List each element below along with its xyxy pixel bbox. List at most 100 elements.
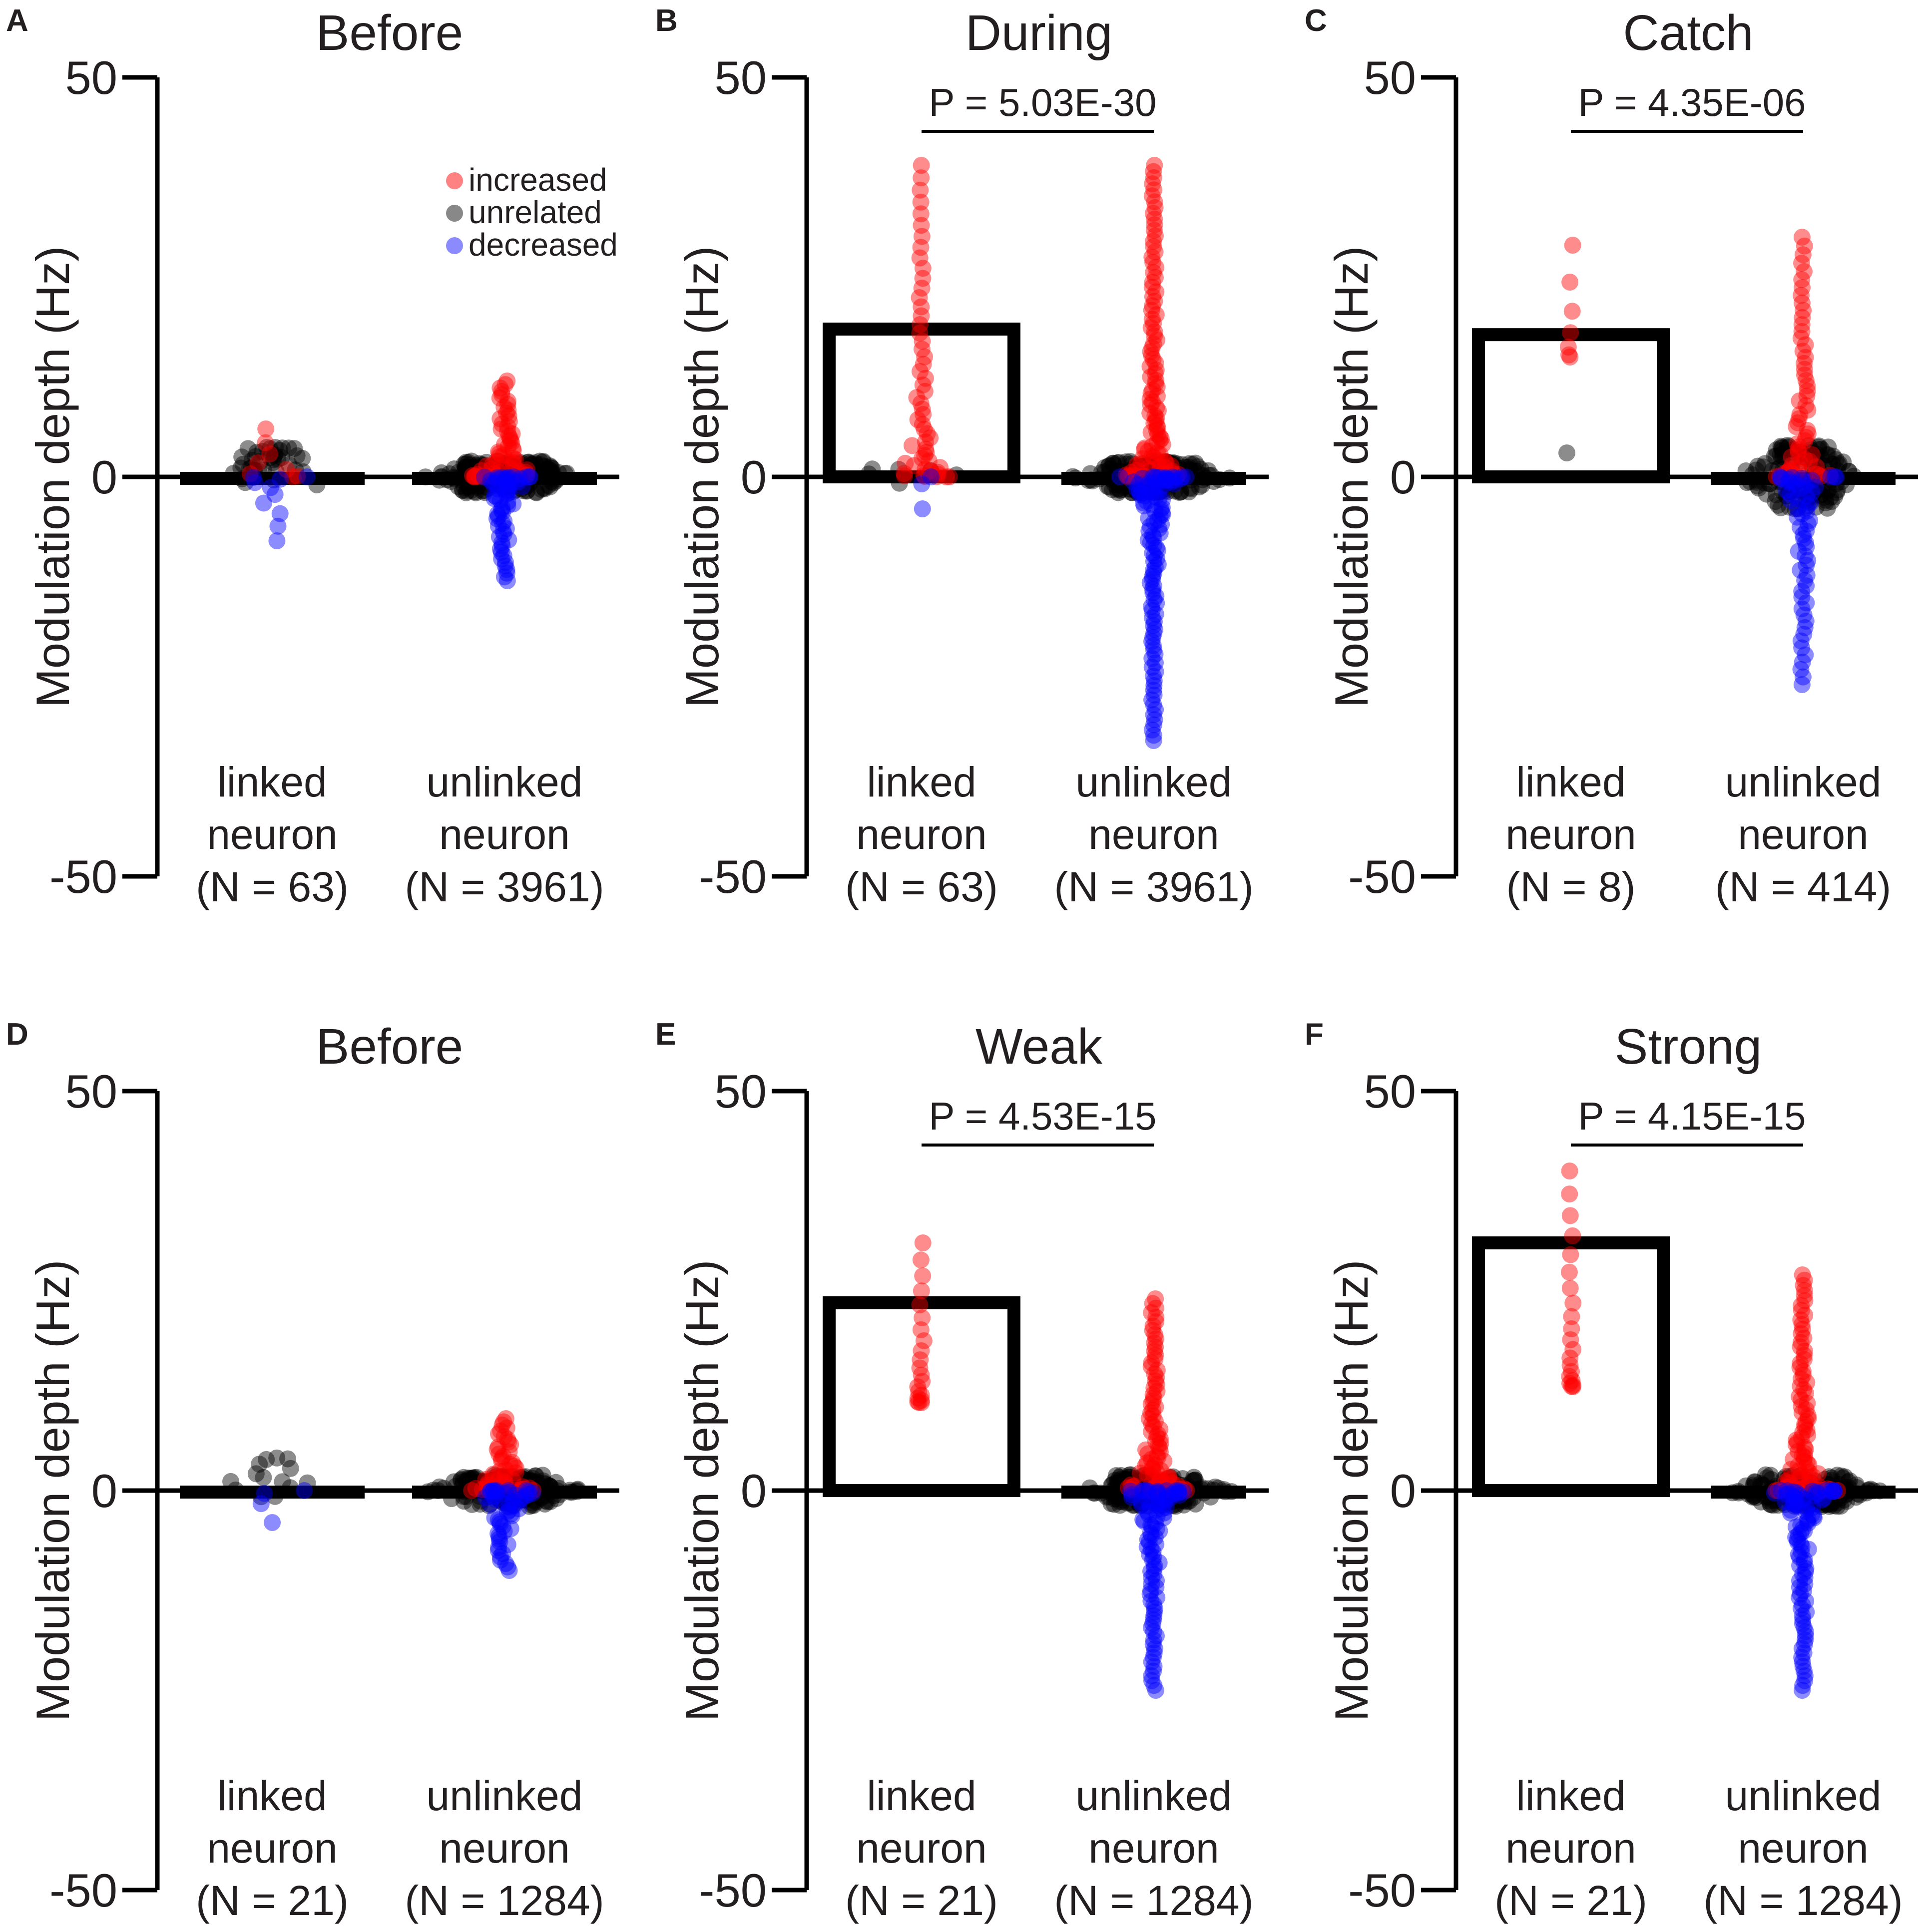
- data-point-unrelated: [1822, 1496, 1839, 1513]
- data-point-decreased: [1145, 536, 1163, 554]
- data-point-unrelated: [948, 466, 965, 484]
- data-point-decreased: [1790, 543, 1807, 560]
- data-point-unrelated: [1111, 481, 1129, 499]
- category-label: neuron: [207, 1825, 338, 1872]
- data-point-increased: [1797, 372, 1815, 389]
- data-point-increased: [1803, 446, 1821, 463]
- data-point-decreased: [1144, 1551, 1161, 1568]
- p-value: P = 5.03E-30: [929, 80, 1156, 124]
- data-point-unrelated: [1787, 500, 1804, 517]
- data-point-decreased: [1799, 552, 1817, 569]
- data-point-unrelated: [1783, 1487, 1801, 1505]
- data-point-decreased: [1139, 1503, 1156, 1521]
- data-point-unrelated: [1758, 1469, 1776, 1487]
- data-point-decreased: [1161, 1489, 1179, 1507]
- y-axis-label: Modulation depth (Hz): [676, 1260, 728, 1722]
- data-point-decreased: [1793, 588, 1811, 606]
- data-point-unrelated: [443, 1490, 461, 1508]
- data-point-decreased: [1799, 515, 1817, 532]
- data-point-unrelated: [425, 1482, 442, 1499]
- data-point-unrelated: [1153, 1481, 1170, 1499]
- data-point-unrelated: [505, 1496, 522, 1513]
- data-point-decreased: [1145, 696, 1162, 714]
- data-point-unrelated: [1837, 1479, 1855, 1496]
- data-point-unrelated: [1150, 484, 1167, 501]
- data-point-decreased: [252, 1495, 270, 1513]
- data-point-unrelated: [523, 464, 540, 481]
- data-point-increased: [466, 468, 483, 485]
- data-point-decreased: [1159, 471, 1176, 488]
- data-point-increased: [1794, 343, 1812, 360]
- data-point-unrelated: [1114, 1493, 1131, 1511]
- data-point-unrelated: [1145, 463, 1163, 481]
- data-point-increased: [912, 205, 930, 223]
- data-point-increased: [503, 434, 520, 451]
- data-point-increased: [490, 1445, 507, 1463]
- data-point-unrelated: [1786, 484, 1803, 502]
- data-point-increased: [1780, 1479, 1797, 1497]
- data-point-decreased: [1785, 1483, 1802, 1501]
- data-point-unrelated: [1785, 441, 1803, 458]
- data-point-unrelated: [485, 462, 502, 479]
- data-point-unrelated: [457, 458, 474, 476]
- data-point-unrelated: [561, 1484, 579, 1501]
- data-point-unrelated: [456, 455, 473, 473]
- data-point-decreased: [1795, 1490, 1812, 1508]
- data-point-decreased: [1798, 1513, 1816, 1530]
- data-point-increased: [1796, 1416, 1814, 1433]
- data-point-increased: [1783, 448, 1800, 466]
- data-point-unrelated: [1755, 458, 1772, 476]
- data-point-increased: [1798, 1374, 1816, 1391]
- data-point-increased: [913, 298, 930, 316]
- p-value: P = 4.53E-15: [929, 1094, 1156, 1138]
- data-point-decreased: [1156, 472, 1173, 489]
- data-point-increased: [1147, 259, 1165, 276]
- data-point-unrelated: [1765, 1492, 1783, 1510]
- data-point-increased: [1146, 407, 1164, 424]
- data-point-unrelated: [524, 1494, 541, 1512]
- data-point-unrelated: [504, 477, 521, 494]
- data-point-increased: [1792, 1338, 1809, 1356]
- data-point-increased: [500, 412, 518, 430]
- data-point-decreased: [486, 487, 503, 504]
- data-point-decreased: [1145, 686, 1163, 704]
- data-point-increased: [1810, 1478, 1827, 1495]
- data-point-increased: [1118, 466, 1135, 483]
- data-point-decreased: [1794, 472, 1811, 490]
- data-point-decreased: [1146, 1640, 1163, 1657]
- data-point-unrelated: [255, 1469, 272, 1486]
- data-point-increased: [1145, 264, 1162, 281]
- data-point-unrelated: [500, 1483, 518, 1501]
- data-point-unrelated: [518, 1474, 536, 1491]
- data-point-increased: [512, 1482, 530, 1499]
- data-point-unrelated: [486, 1485, 504, 1503]
- data-point-increased: [1144, 1322, 1161, 1339]
- data-point-unrelated: [1803, 489, 1820, 506]
- data-point-decreased: [1794, 1653, 1811, 1671]
- data-point-unrelated: [563, 1484, 581, 1501]
- data-point-increased: [1143, 1459, 1161, 1476]
- data-point-unrelated: [507, 461, 525, 479]
- data-point-decreased: [1808, 1484, 1825, 1501]
- data-point-decreased: [489, 1525, 507, 1543]
- data-point-unrelated: [1093, 464, 1110, 481]
- data-point-decreased: [1144, 483, 1161, 501]
- data-point-unrelated: [1194, 467, 1212, 484]
- data-point-unrelated: [1821, 1491, 1839, 1508]
- data-point-increased: [929, 463, 947, 481]
- data-point-decreased: [1155, 477, 1173, 494]
- data-point-unrelated: [504, 458, 522, 476]
- data-point-decreased: [477, 1489, 494, 1506]
- data-point-increased: [1143, 311, 1161, 328]
- data-point-decreased: [1145, 617, 1162, 634]
- data-point-unrelated: [1125, 460, 1142, 477]
- data-point-decreased: [506, 472, 524, 490]
- data-point-increased: [1139, 1445, 1157, 1463]
- data-point-decreased: [1815, 1489, 1833, 1507]
- data-point-unrelated: [541, 457, 558, 474]
- category-label: neuron: [439, 811, 570, 858]
- data-point-unrelated: [1768, 486, 1785, 503]
- data-point-unrelated: [1786, 1476, 1803, 1494]
- data-point-unrelated: [1121, 472, 1139, 490]
